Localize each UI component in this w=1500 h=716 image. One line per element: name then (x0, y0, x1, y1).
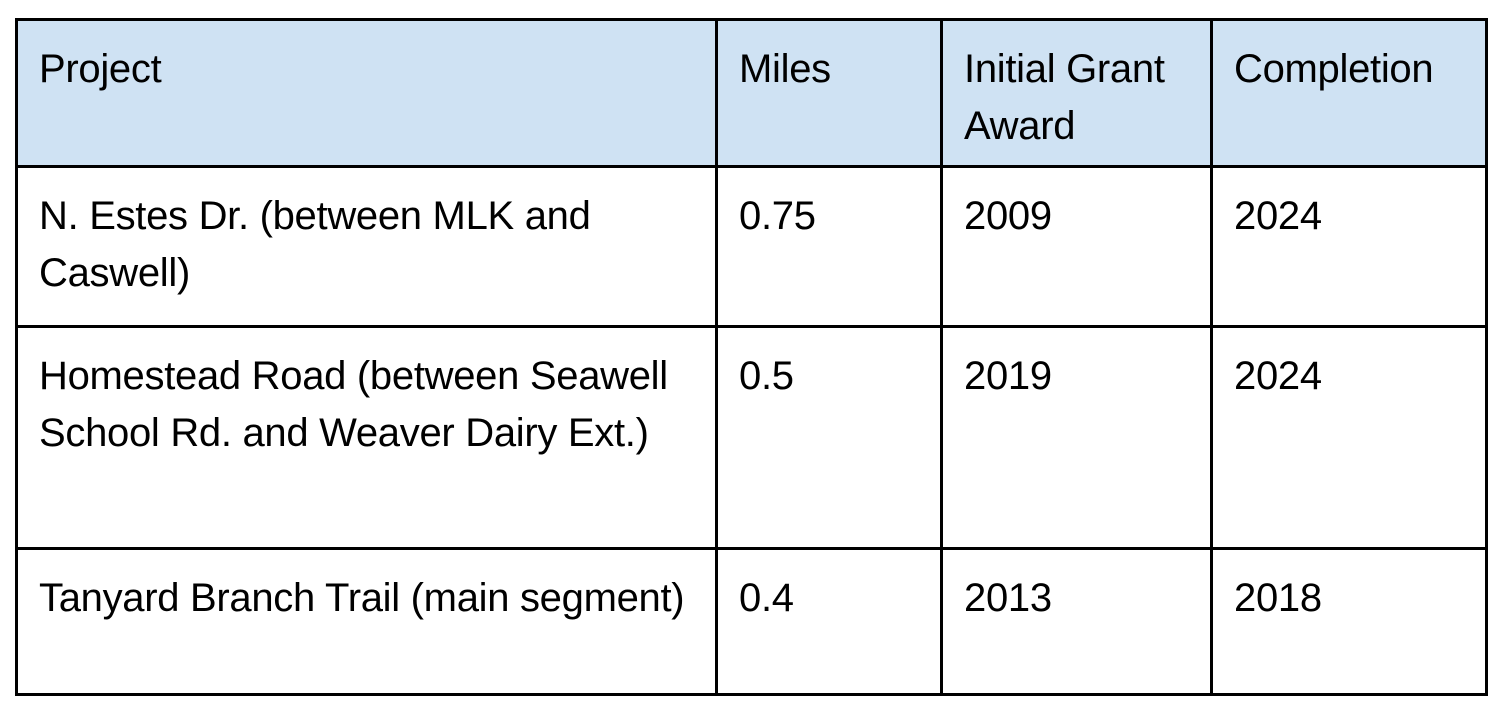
table-row: N. Estes Dr. (between MLK and Caswell) 0… (15, 165, 1488, 328)
table-row: Tanyard Branch Trail (main segment) 0.4 … (15, 547, 1488, 696)
cell-miles: 0.4 (715, 547, 943, 696)
cell-initial-grant-award: 2013 (940, 547, 1213, 696)
cell-initial-grant-award: 2019 (940, 325, 1213, 550)
column-header-initial-grant-award: Initial Grant Award (940, 18, 1213, 168)
table-body: N. Estes Dr. (between MLK and Caswell) 0… (15, 165, 1488, 696)
cell-project: Homestead Road (between Seawell School R… (15, 325, 718, 550)
column-header-completion: Completion (1210, 18, 1488, 168)
table-row: Homestead Road (between Seawell School R… (15, 325, 1488, 550)
cell-completion: 2024 (1210, 165, 1488, 328)
cell-project: N. Estes Dr. (between MLK and Caswell) (15, 165, 718, 328)
column-header-project: Project (15, 18, 718, 168)
cell-completion: 2018 (1210, 547, 1488, 696)
cell-initial-grant-award: 2009 (940, 165, 1213, 328)
cell-miles: 0.75 (715, 165, 943, 328)
cell-completion: 2024 (1210, 325, 1488, 550)
header-row: Project Miles Initial Grant Award Comple… (15, 18, 1488, 168)
cell-miles: 0.5 (715, 325, 943, 550)
projects-table: Project Miles Initial Grant Award Comple… (15, 18, 1488, 696)
table-header: Project Miles Initial Grant Award Comple… (15, 18, 1488, 168)
cell-project: Tanyard Branch Trail (main segment) (15, 547, 718, 696)
projects-table-container: Project Miles Initial Grant Award Comple… (15, 18, 1488, 696)
column-header-miles: Miles (715, 18, 943, 168)
